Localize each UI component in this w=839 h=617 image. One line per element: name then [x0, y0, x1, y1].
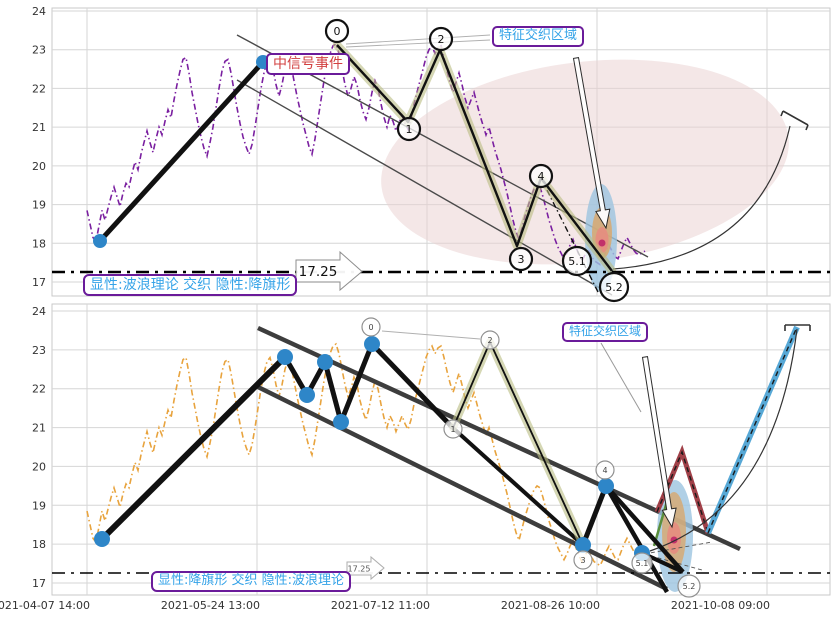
wave-marker-label: 0: [334, 25, 341, 38]
y-tick-label: 24: [32, 305, 46, 318]
y-tick-label: 17: [32, 577, 46, 590]
wave-segment: [282, 341, 455, 430]
threshold-value: 17.25: [299, 264, 338, 280]
wave-marker-label: 5.1: [568, 255, 586, 268]
bottom-flag-pattern-label: 显性:降旗形 交织 隐性:波浪理论: [151, 571, 352, 592]
pivot-dot: [575, 537, 591, 553]
y-tick-label: 21: [32, 121, 46, 134]
y-tick-label: 23: [32, 44, 46, 57]
wave-marker-label: 0: [368, 323, 373, 332]
y-tick-label: 22: [32, 82, 46, 95]
wave-marker-label: 4: [602, 466, 607, 475]
wave-marker-label: 2: [438, 33, 445, 46]
top-panel: 17.25 0 1 2 3 4 5.1 5.2: [52, 18, 830, 303]
annotation-line: [600, 342, 642, 413]
x-tick-label: 2021-10-08 09:00: [671, 599, 770, 612]
wave-marker-circle: [631, 552, 653, 574]
wave-marker-circle: [573, 550, 593, 570]
wave-marker-circle: [396, 116, 422, 142]
pivot-dot: [299, 387, 315, 403]
wave-marker-circle: [361, 317, 381, 337]
x-tick-label: 2021-08-26 10:00: [501, 599, 600, 612]
bottom-panel: 17.25 0 1 2 3 4 5.1 5.2: [52, 317, 830, 598]
pivot-dot: [317, 354, 333, 370]
y-tick-label: 20: [32, 160, 46, 173]
y-tick-label: 18: [32, 237, 46, 250]
wave-marker-label: 5.1: [636, 559, 649, 568]
threshold-callout: [295, 250, 363, 292]
annotation-line: [381, 330, 481, 340]
wave-marker-label: 4: [538, 170, 545, 183]
threshold-value: 17.25: [348, 565, 371, 574]
pivot-dot: [277, 349, 293, 365]
wave-marker-label: 3: [580, 556, 585, 565]
panel-border: [51, 7, 831, 297]
wave-marker-circle: [595, 460, 615, 480]
wave-marker-circle: [480, 330, 500, 350]
signal-event-label: 中信号事件: [266, 53, 350, 76]
annotation-line: [257, 384, 668, 592]
arrow-annotation: [641, 356, 677, 529]
wave-marker-circle: [528, 163, 554, 189]
y-tick-label: 21: [32, 422, 46, 435]
y-tick-label: 18: [32, 538, 46, 551]
y-tick-label: 17: [32, 276, 46, 289]
wave-marker-label: 1: [406, 123, 413, 136]
wave-segment: [336, 44, 613, 272]
marker-dot: [598, 239, 606, 247]
pivot-dot: [364, 336, 380, 352]
wave-marker-label: 1: [450, 425, 455, 434]
top-flag-pattern-label: 显性:波浪理论 交织 隐性:降旗形: [83, 274, 298, 297]
wave-segment: [580, 485, 609, 546]
wave-marker-circle: [324, 18, 350, 44]
annotation-line: [345, 39, 491, 48]
wave-marker-circle: [677, 574, 701, 598]
annotation-path: [784, 324, 811, 331]
wave-segment: [451, 426, 585, 547]
y-tick-label: 22: [32, 383, 46, 396]
x-tick-label: 2021-07-12 11:00: [331, 599, 430, 612]
wave-marker-label: 5.2: [605, 281, 623, 294]
wave-marker-label: 5.2: [683, 582, 696, 591]
pivot-dot: [333, 414, 349, 430]
wave-segment: [99, 354, 288, 542]
y-tick-label: 24: [32, 5, 46, 18]
y-tick-label: 23: [32, 344, 46, 357]
wave-marker-label: 2: [487, 336, 492, 345]
annotation-path: [780, 110, 809, 131]
pivot-dot: [598, 478, 614, 494]
annotation-line: [345, 34, 491, 45]
pivot-dot: [94, 531, 110, 547]
threshold-callout: [346, 555, 385, 581]
wave-segment: [604, 484, 669, 594]
annotation-line: [707, 326, 798, 534]
annotation-path: [649, 328, 798, 552]
pivot-dot: [93, 234, 107, 248]
axis-labels: 242322212019181724232221201918172021-04-…: [0, 5, 770, 612]
wave-marker-circle: [443, 419, 463, 439]
top-weave-region-label: 特征交织区域: [492, 26, 585, 47]
x-tick-label: 2021-04-07 14:00: [0, 599, 90, 612]
wave-segment: [604, 484, 685, 574]
price-line: [86, 42, 646, 266]
region-ellipse: [381, 59, 789, 265]
y-tick-label: 20: [32, 460, 46, 473]
y-tick-label: 19: [32, 499, 46, 512]
wave-marker-circle: [508, 246, 534, 272]
bottom-weave-region-label: 特征交织区域: [562, 322, 649, 342]
y-tick-label: 19: [32, 199, 46, 212]
annotation-line: [236, 79, 613, 296]
wave-marker-circle: [561, 245, 593, 277]
wave-marker-circle: [428, 26, 454, 52]
wave-marker-circle: [598, 271, 630, 303]
annotation-path: [612, 125, 791, 270]
annotation-line: [540, 177, 599, 293]
x-tick-label: 2021-05-24 13:00: [161, 599, 260, 612]
arrow-annotation: [572, 57, 611, 230]
panel-border: [51, 303, 831, 596]
wave-marker-label: 3: [518, 253, 525, 266]
wave-segment: [98, 60, 265, 243]
